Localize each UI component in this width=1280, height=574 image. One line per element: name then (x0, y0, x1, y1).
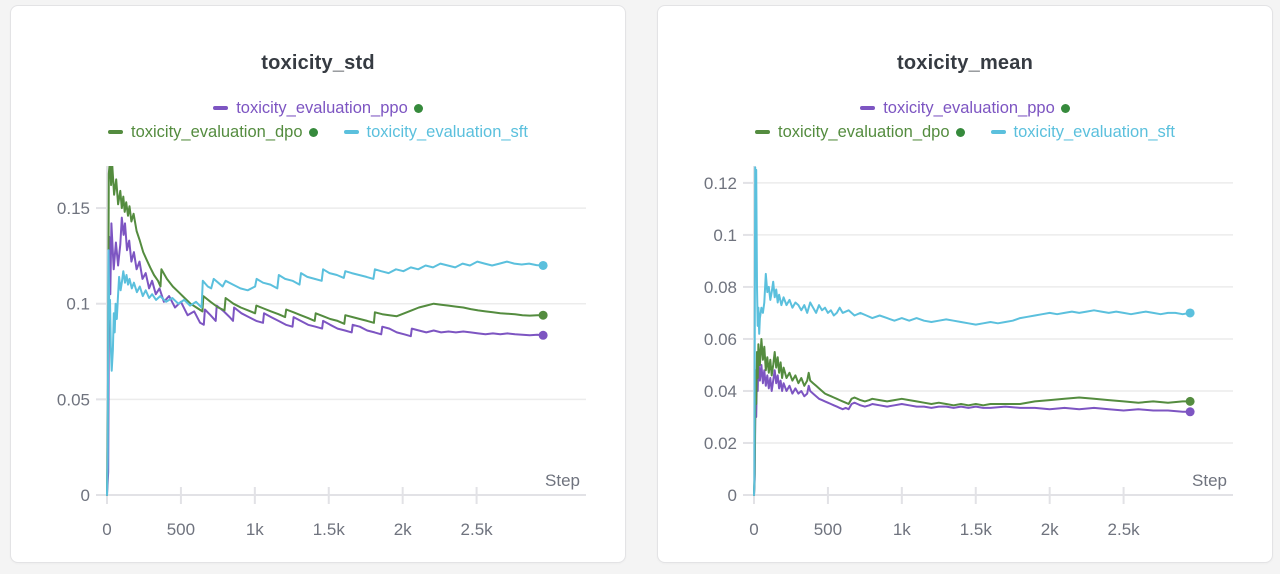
x-tick-label: 500 (814, 520, 842, 539)
legend-row: toxicity_evaluation_ppo (11, 96, 625, 120)
series-color-swatch (755, 130, 770, 134)
series-color-swatch (860, 106, 876, 110)
x-tick-label: 1.5k (960, 520, 993, 539)
endpoint-dot-toxicity_evaluation_sft (1185, 308, 1195, 318)
endpoint-dot-toxicity_evaluation_dpo (538, 310, 548, 320)
series-line-toxicity_evaluation_sft (106, 249, 545, 496)
legend-label: toxicity_evaluation_sft (366, 122, 528, 141)
running-indicator-dot (413, 103, 423, 113)
legend-row: toxicity_evaluation_ppo (658, 96, 1272, 120)
series-line-toxicity_evaluation_dpo (106, 166, 545, 496)
legend: toxicity_evaluation_ppo toxicity_evaluat… (658, 96, 1272, 144)
legend-label: toxicity_evaluation_dpo (131, 122, 303, 141)
y-tick-label: 0.15 (57, 199, 90, 218)
legend-item-ppo[interactable]: toxicity_evaluation_ppo (213, 99, 423, 118)
y-tick-label: 0.08 (704, 278, 737, 297)
series-line-toxicity_evaluation_dpo (753, 338, 1192, 496)
y-tick-label: 0.04 (704, 382, 737, 401)
line-chart-toxicity-std[interactable]: 0 0.05 0.1 0.15 0 500 1k 1.5k 2k 2.5k Step (11, 6, 627, 564)
panel-toxicity-mean[interactable]: toxicity_mean toxicity_evaluation_ppo to… (657, 5, 1273, 563)
chart-title: toxicity_mean (897, 52, 1033, 74)
y-tick-label: 0.1 (713, 226, 737, 245)
y-tick-label: 0.06 (704, 330, 737, 349)
legend-label: toxicity_evaluation_sft (1013, 122, 1175, 141)
y-tick-label: 0.12 (704, 174, 737, 193)
y-tick-label: 0 (728, 486, 737, 505)
endpoint-dot-toxicity_evaluation_dpo (1185, 396, 1195, 406)
x-tick-label: 1.5k (313, 520, 346, 539)
endpoint-dot-toxicity_evaluation_ppo (1185, 407, 1195, 417)
legend-label: toxicity_evaluation_dpo (778, 122, 950, 141)
legend-item-sft[interactable]: toxicity_evaluation_sft (343, 122, 528, 142)
series-color-swatch (213, 106, 229, 110)
y-tick-label: 0.05 (57, 390, 90, 409)
legend-item-ppo[interactable]: toxicity_evaluation_ppo (860, 99, 1070, 118)
x-axis-title: Step (545, 471, 580, 490)
legend-row: toxicity_evaluation_dpo toxicity_evaluat… (658, 120, 1272, 144)
chart-title: toxicity_std (261, 52, 375, 74)
y-tick-label: 0 (81, 486, 90, 505)
legend: toxicity_evaluation_ppo toxicity_evaluat… (11, 96, 625, 144)
x-tick-label: 2.5k (461, 520, 494, 539)
x-tick-label: 2k (1041, 520, 1059, 539)
y-tick-label: 0.02 (704, 434, 737, 453)
legend-item-sft[interactable]: toxicity_evaluation_sft (990, 122, 1175, 142)
x-tick-label: 1k (893, 520, 911, 539)
x-axis-title: Step (1192, 471, 1227, 490)
endpoint-dot-toxicity_evaluation_ppo (538, 330, 548, 340)
series-color-swatch (990, 130, 1006, 134)
legend-item-dpo[interactable]: toxicity_evaluation_dpo (755, 123, 965, 142)
series-color-swatch (343, 130, 359, 134)
legend-label: toxicity_evaluation_ppo (883, 98, 1055, 117)
series-line-toxicity_evaluation_ppo (753, 358, 1192, 496)
x-tick-label: 2k (394, 520, 412, 539)
legend-row: toxicity_evaluation_dpo toxicity_evaluat… (11, 120, 625, 144)
series-line-toxicity_evaluation_sft (753, 166, 1192, 496)
x-tick-label: 2.5k (1108, 520, 1141, 539)
x-tick-label: 500 (167, 520, 195, 539)
line-chart-toxicity-mean[interactable]: 0 0.02 0.04 0.06 0.08 0.1 0.12 0 500 1k 1.5k 2k 2.5k… (658, 6, 1274, 564)
panel-toxicity-std[interactable]: toxicity_std toxicity_evaluation_ppo tox… (10, 5, 626, 563)
series-line-toxicity_evaluation_ppo (106, 216, 545, 496)
legend-label: toxicity_evaluation_ppo (236, 98, 408, 117)
x-tick-label: 0 (749, 520, 758, 539)
running-indicator-dot (308, 127, 318, 137)
running-indicator-dot (1060, 103, 1070, 113)
endpoint-dot-toxicity_evaluation_sft (538, 260, 548, 270)
legend-item-dpo[interactable]: toxicity_evaluation_dpo (108, 123, 318, 142)
x-tick-label: 0 (102, 520, 111, 539)
running-indicator-dot (955, 127, 965, 137)
x-tick-label: 1k (246, 520, 264, 539)
y-tick-label: 0.1 (66, 295, 90, 314)
series-color-swatch (108, 130, 123, 134)
